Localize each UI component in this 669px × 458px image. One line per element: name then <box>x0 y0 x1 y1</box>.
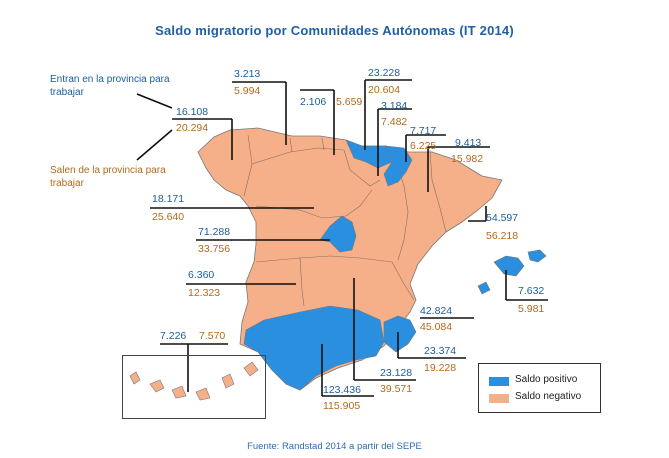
legend-note-in: Entran en la provincia para trabajar <box>50 74 170 98</box>
region-andalucia <box>243 305 385 391</box>
pais-vasco-in: 23.228 <box>368 67 401 79</box>
canarias-out: 7.570 <box>199 330 226 342</box>
cataluna-in: 54.597 <box>486 212 519 224</box>
aragon-out: 15.982 <box>451 153 484 165</box>
region-baleares-mallorca <box>493 255 525 277</box>
castilla-mancha-in: 23.128 <box>380 367 413 379</box>
castilla-mancha-out: 39.571 <box>380 383 413 395</box>
extremadura-out: 12.323 <box>188 287 221 299</box>
navarra-out: 6.225 <box>410 140 437 152</box>
legend-swatch-negative <box>489 394 509 403</box>
legend-label-negative: Saldo negativo <box>515 391 582 402</box>
galicia-out: 20.294 <box>176 122 209 134</box>
legend-label-positive: Saldo positivo <box>515 374 578 385</box>
navarra-in: 7.717 <box>410 125 437 137</box>
castilla-leon-in: 18.171 <box>152 193 185 205</box>
asturias-in: 3.213 <box>234 68 261 80</box>
murcia-in: 23.374 <box>424 345 457 357</box>
canarias-inset-box <box>122 355 266 419</box>
source-note: Fuente: Randstad 2014 a partir del SEPE <box>247 441 422 452</box>
asturias-out: 5.994 <box>234 85 261 97</box>
legend-swatch-positive <box>489 377 509 386</box>
region-baleares-ibiza <box>477 281 491 295</box>
baleares-in: 7.632 <box>518 285 545 297</box>
madrid-out: 33.756 <box>198 243 231 255</box>
andalucia-in: 123.436 <box>323 384 361 396</box>
map-legend: Saldo positivo Saldo negativo <box>478 363 601 413</box>
cantabria-in: 2.106 <box>300 96 327 108</box>
madrid-in: 71.288 <box>198 226 231 238</box>
aragon-in: 9.413 <box>455 137 482 149</box>
region-murcia <box>383 315 417 353</box>
leader-lines <box>136 79 548 397</box>
andalucia-out: 115.905 <box>323 400 361 412</box>
castilla-leon-out: 25.640 <box>152 211 185 223</box>
canarias-in: 7.226 <box>160 330 187 342</box>
cataluna-out: 56.218 <box>486 230 519 242</box>
la-rioja-in: 3.184 <box>381 100 408 112</box>
region-canarias <box>129 361 259 401</box>
legend-note-out: Salen de la provincia para trabajar <box>50 165 166 189</box>
map-title: Saldo migratorio por Comunidades Autónom… <box>155 23 514 38</box>
cantabria-out: 5.659 <box>336 96 363 108</box>
la-rioja-out: 7.482 <box>381 116 408 128</box>
valenciana-in: 42.824 <box>420 305 453 317</box>
galicia-in: 16.108 <box>176 106 209 118</box>
murcia-out: 19.228 <box>424 362 457 374</box>
pais-vasco-out: 20.604 <box>368 84 401 96</box>
region-baleares-menorca <box>527 249 547 263</box>
baleares-out: 5.981 <box>518 303 545 315</box>
region-borders <box>243 134 447 307</box>
valenciana-out: 45.084 <box>420 321 453 333</box>
extremadura-in: 6.360 <box>188 269 215 281</box>
